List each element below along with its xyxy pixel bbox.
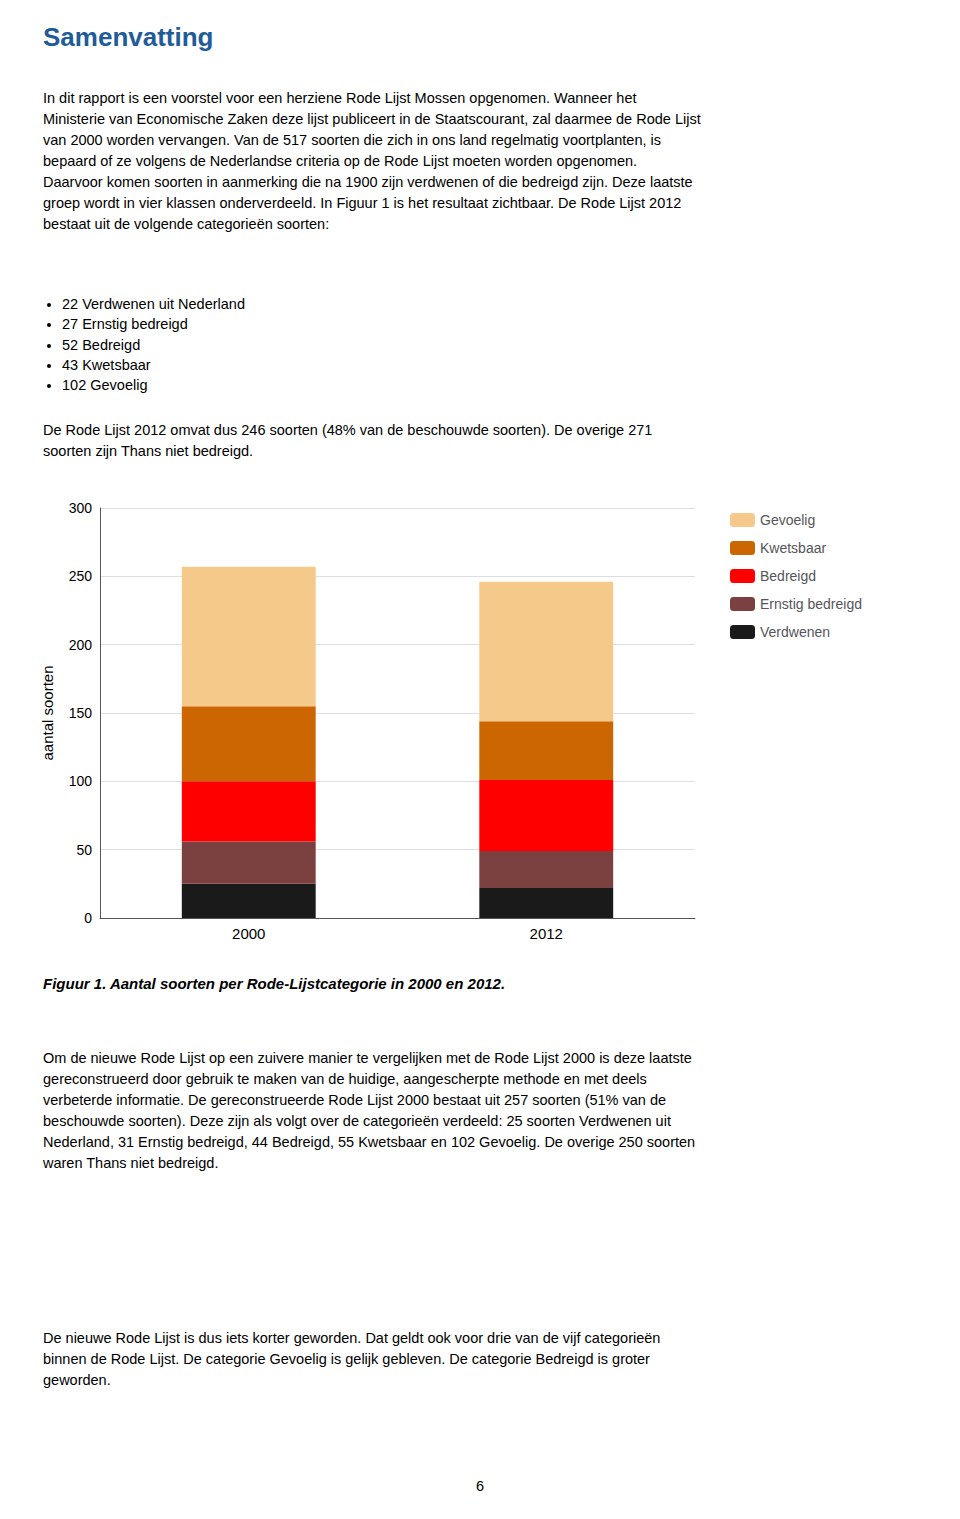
svg-text:200: 200 xyxy=(69,637,93,653)
svg-text:aantal soorten: aantal soorten xyxy=(39,665,56,760)
svg-text:300: 300 xyxy=(69,500,93,516)
svg-text:50: 50 xyxy=(76,842,92,858)
svg-text:0: 0 xyxy=(84,910,92,926)
svg-text:150: 150 xyxy=(69,705,93,721)
html-text:27 Ernstig bedreigd: 27 Ernstig bedreigd xyxy=(62,316,188,333)
svg-text:Verdwenen: Verdwenen xyxy=(760,624,830,640)
html-text:Om de nieuwe Rode Lijst op een: Om de nieuwe Rode Lijst op een zuivere m… xyxy=(43,1050,696,1172)
html-text:6: 6 xyxy=(476,1478,484,1494)
html-text:52 Bedreigd: 52 Bedreigd xyxy=(62,336,141,353)
html-text:De nieuwe Rode Lijst is dus ie: De nieuwe Rode Lijst is dus iets korter … xyxy=(43,1330,661,1388)
svg-text:2012: 2012 xyxy=(530,925,563,942)
svg-text:2000: 2000 xyxy=(232,925,265,942)
html-text:In dit rapport is een voorstel: In dit rapport is een voorstel voor een … xyxy=(43,90,701,233)
svg-text:Bedreigd: Bedreigd xyxy=(760,568,816,584)
html-text:22 Verdwenen uit Nederland: 22 Verdwenen uit Nederland xyxy=(62,296,245,312)
html-text:Figuur 1. Aantal soorten per R: Figuur 1. Aantal soorten per Rode-Lijstc… xyxy=(43,975,506,992)
svg-text:Kwetsbaar: Kwetsbaar xyxy=(760,540,826,556)
html-text:De Rode Lijst 2012 omvat dus 2: De Rode Lijst 2012 omvat dus 246 soorten… xyxy=(43,422,653,459)
svg-text:250: 250 xyxy=(69,568,93,584)
svg-text:100: 100 xyxy=(69,773,93,789)
svg-text:Ernstig bedreigd: Ernstig bedreigd xyxy=(760,596,862,612)
html-text:102 Gevoelig: 102 Gevoelig xyxy=(62,377,148,394)
html-text:43 Kwetsbaar: 43 Kwetsbaar xyxy=(62,356,151,373)
html-text:Samenvatting: Samenvatting xyxy=(43,22,214,52)
svg-text:Gevoelig: Gevoelig xyxy=(760,512,815,528)
